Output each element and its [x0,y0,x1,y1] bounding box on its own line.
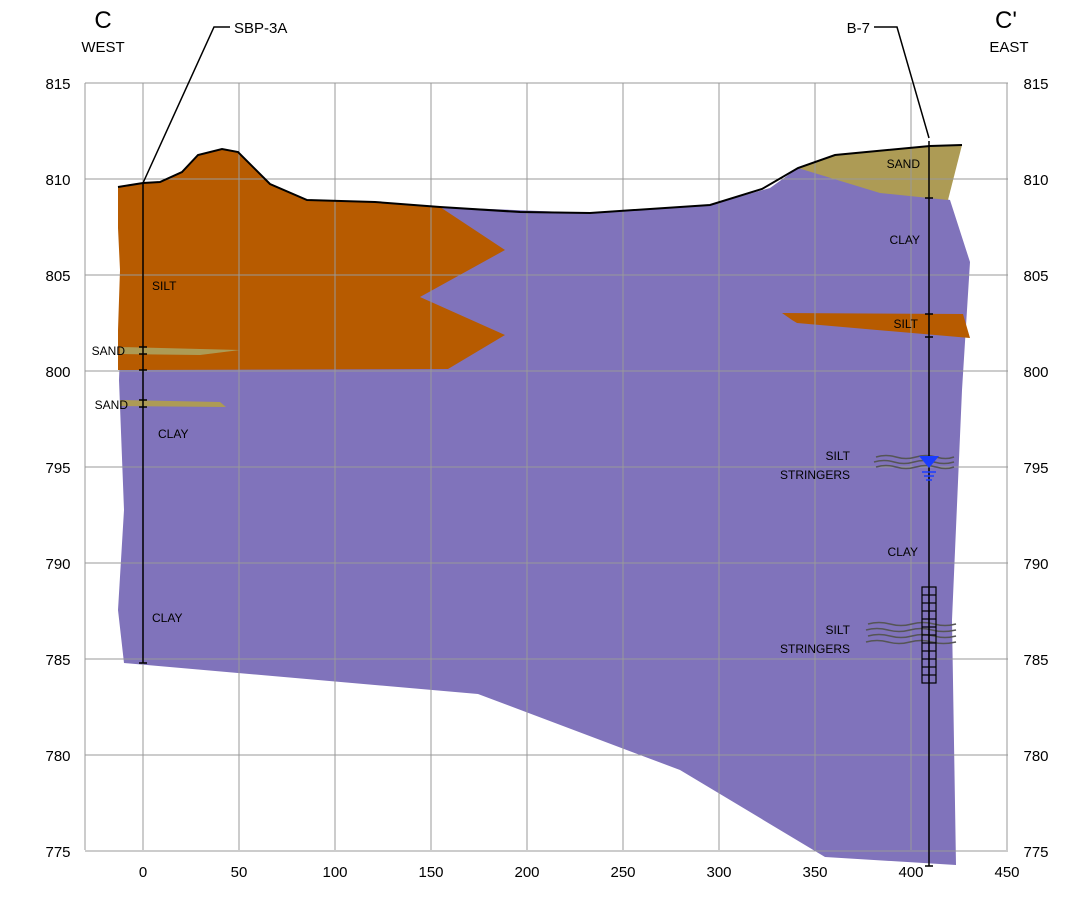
y-tick-label: 800 [45,364,70,381]
label-sand-east: SAND [887,157,921,171]
silt-lens-east [782,313,970,338]
silt-layer-west [118,149,505,370]
y-tick-label: 795 [45,460,70,477]
boring-name-sbp-3a: SBP-3A [234,20,287,37]
y-tick-label: 810 [45,172,70,189]
y-tick-label: 780 [45,748,70,765]
y-tick-label: 785 [45,652,70,669]
label-stringers-upper-a: SILT [826,449,851,463]
boring-b-7 [874,26,933,867]
boring-sbp-3a [139,26,230,664]
y-tick-label: 775 [1023,844,1048,861]
y-tick-label: 810 [1023,172,1048,189]
x-tick-label: 300 [706,864,731,881]
y-axis-right-labels: 815 810 805 800 795 790 785 780 775 [1023,76,1048,861]
x-tick-label: 400 [898,864,923,881]
x-tick-label: 200 [514,864,539,881]
x-tick-label: 50 [231,864,248,881]
label-clay-east-1: CLAY [890,233,920,247]
strata-layers [118,145,970,865]
y-tick-label: 785 [1023,652,1048,669]
y-tick-label: 800 [1023,364,1048,381]
label-stringers-lower-b: STRINGERS [780,642,850,656]
x-tick-label: 250 [610,864,635,881]
y-tick-label: 775 [45,844,70,861]
y-tick-label: 815 [45,76,70,93]
section-west-direction: WEST [81,39,124,56]
label-clay-west-2: CLAY [152,611,182,625]
y-tick-label: 815 [1023,76,1048,93]
callout-leader [874,26,930,139]
section-east-direction: EAST [989,39,1028,56]
well-screen [921,586,937,684]
label-stringers-lower-a: SILT [826,623,851,637]
x-tick-label: 350 [802,864,827,881]
water-level-icon [919,456,939,481]
y-tick-label: 805 [45,268,70,285]
label-silt-east: SILT [894,317,919,331]
label-sand-west-2: SAND [95,398,129,412]
ground-surface-line [117,144,963,215]
label-clay-east-2: CLAY [888,545,918,559]
section-east-letter: C' [995,7,1017,34]
x-tick-label: 150 [418,864,443,881]
sand-layer-east [798,145,962,200]
x-tick-label: 0 [139,864,147,881]
y-tick-label: 790 [1023,556,1048,573]
y-tick-label: 780 [1023,748,1048,765]
y-tick-label: 790 [45,556,70,573]
callout-leader [142,26,230,184]
boring-name-b-7: B-7 [847,20,870,37]
x-tick-label: 100 [322,864,347,881]
silt-stringers-lower [865,621,957,645]
x-axis-labels: 0 50 100 150 200 250 300 350 400 450 [139,864,1020,881]
y-tick-label: 805 [1023,268,1048,285]
silt-stringers-upper [873,454,955,470]
sand-lens-west-2 [120,400,226,407]
label-sand-west-1: SAND [92,344,126,358]
label-stringers-upper-b: STRINGERS [780,468,850,482]
y-tick-label: 795 [1023,460,1048,477]
sand-lens-west-1 [120,347,240,355]
label-clay-west-1: CLAY [158,427,188,441]
label-silt-west: SILT [152,279,177,293]
x-tick-label: 450 [994,864,1019,881]
section-west-letter: C [94,7,111,34]
y-axis-left-labels: 815 810 805 800 795 790 785 780 775 [45,76,70,861]
